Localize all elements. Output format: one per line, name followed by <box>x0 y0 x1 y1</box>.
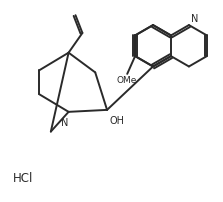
Text: OH: OH <box>109 116 124 126</box>
Text: OMe: OMe <box>116 76 136 85</box>
Text: HCl: HCl <box>13 173 34 185</box>
Text: N: N <box>191 14 198 24</box>
Text: N: N <box>61 118 68 128</box>
